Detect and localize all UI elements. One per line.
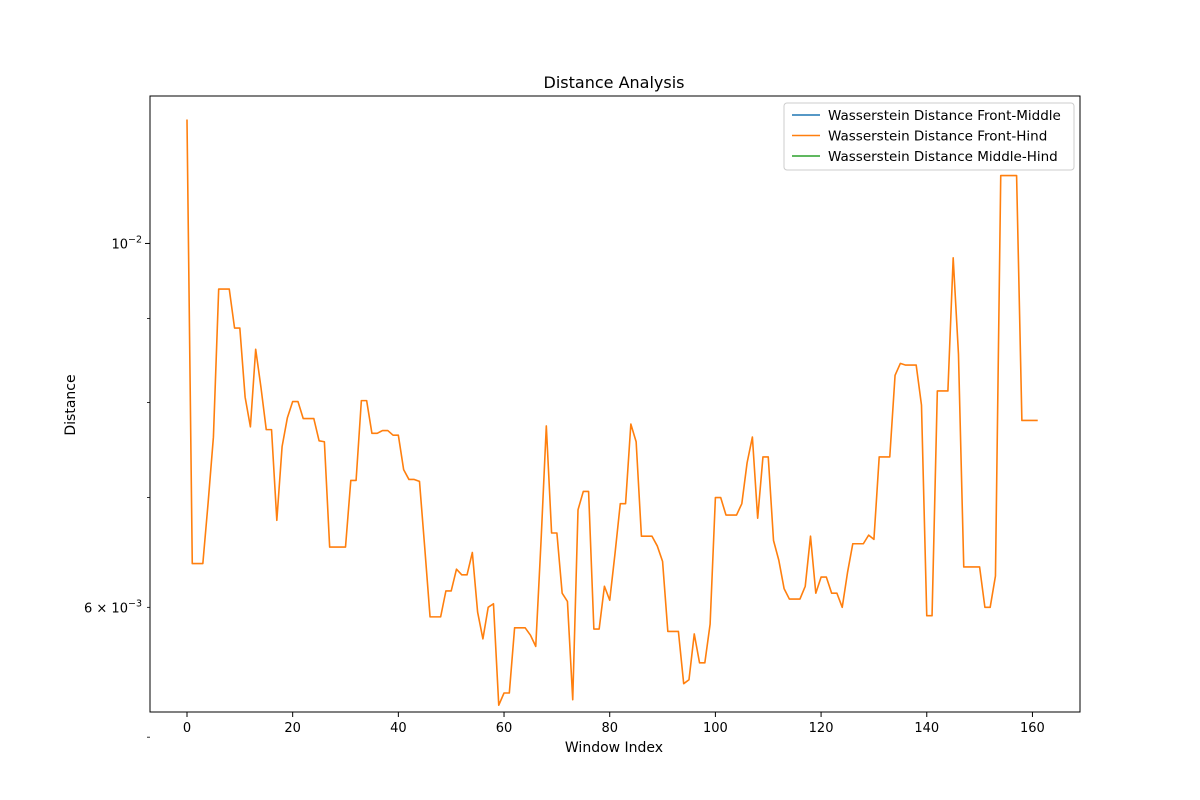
series-layer bbox=[186, 119, 1038, 706]
legend-frame bbox=[783, 102, 1075, 171]
legend-label: Wasserstein Distance Front-Hind bbox=[828, 129, 1047, 145]
y-tick-label: 10−2 bbox=[111, 234, 142, 252]
x-tick-label: 0 bbox=[183, 721, 191, 736]
legend-label: Wasserstein Distance Front-Middle bbox=[828, 108, 1061, 124]
y-axis: 10−2 6 × 10−3 bbox=[84, 234, 150, 738]
x-tick-label: 120 bbox=[809, 721, 834, 736]
x-axis-label: Window Index bbox=[565, 740, 663, 756]
y-axis-label: Distance bbox=[63, 374, 79, 435]
x-tick-label: 100 bbox=[703, 721, 728, 736]
legend: Wasserstein Distance Front-Middle Wassers… bbox=[783, 102, 1075, 171]
chart-title: Distance Analysis bbox=[544, 73, 685, 92]
axes-frame bbox=[149, 95, 1081, 713]
series-line-1 bbox=[186, 119, 1038, 706]
x-tick-label: 40 bbox=[390, 721, 407, 736]
x-tick-label: 160 bbox=[1020, 721, 1045, 736]
x-tick-label: 60 bbox=[496, 721, 513, 736]
x-tick-label: 80 bbox=[601, 721, 618, 736]
y-tick-label: 6 × 10−3 bbox=[84, 598, 142, 616]
legend-label: Wasserstein Distance Middle-Hind bbox=[828, 149, 1058, 165]
x-tick-label: 140 bbox=[914, 721, 939, 736]
x-tick-label: 20 bbox=[284, 721, 301, 736]
x-axis: 0 20 40 60 80 100 120 140 160 bbox=[183, 712, 1045, 736]
